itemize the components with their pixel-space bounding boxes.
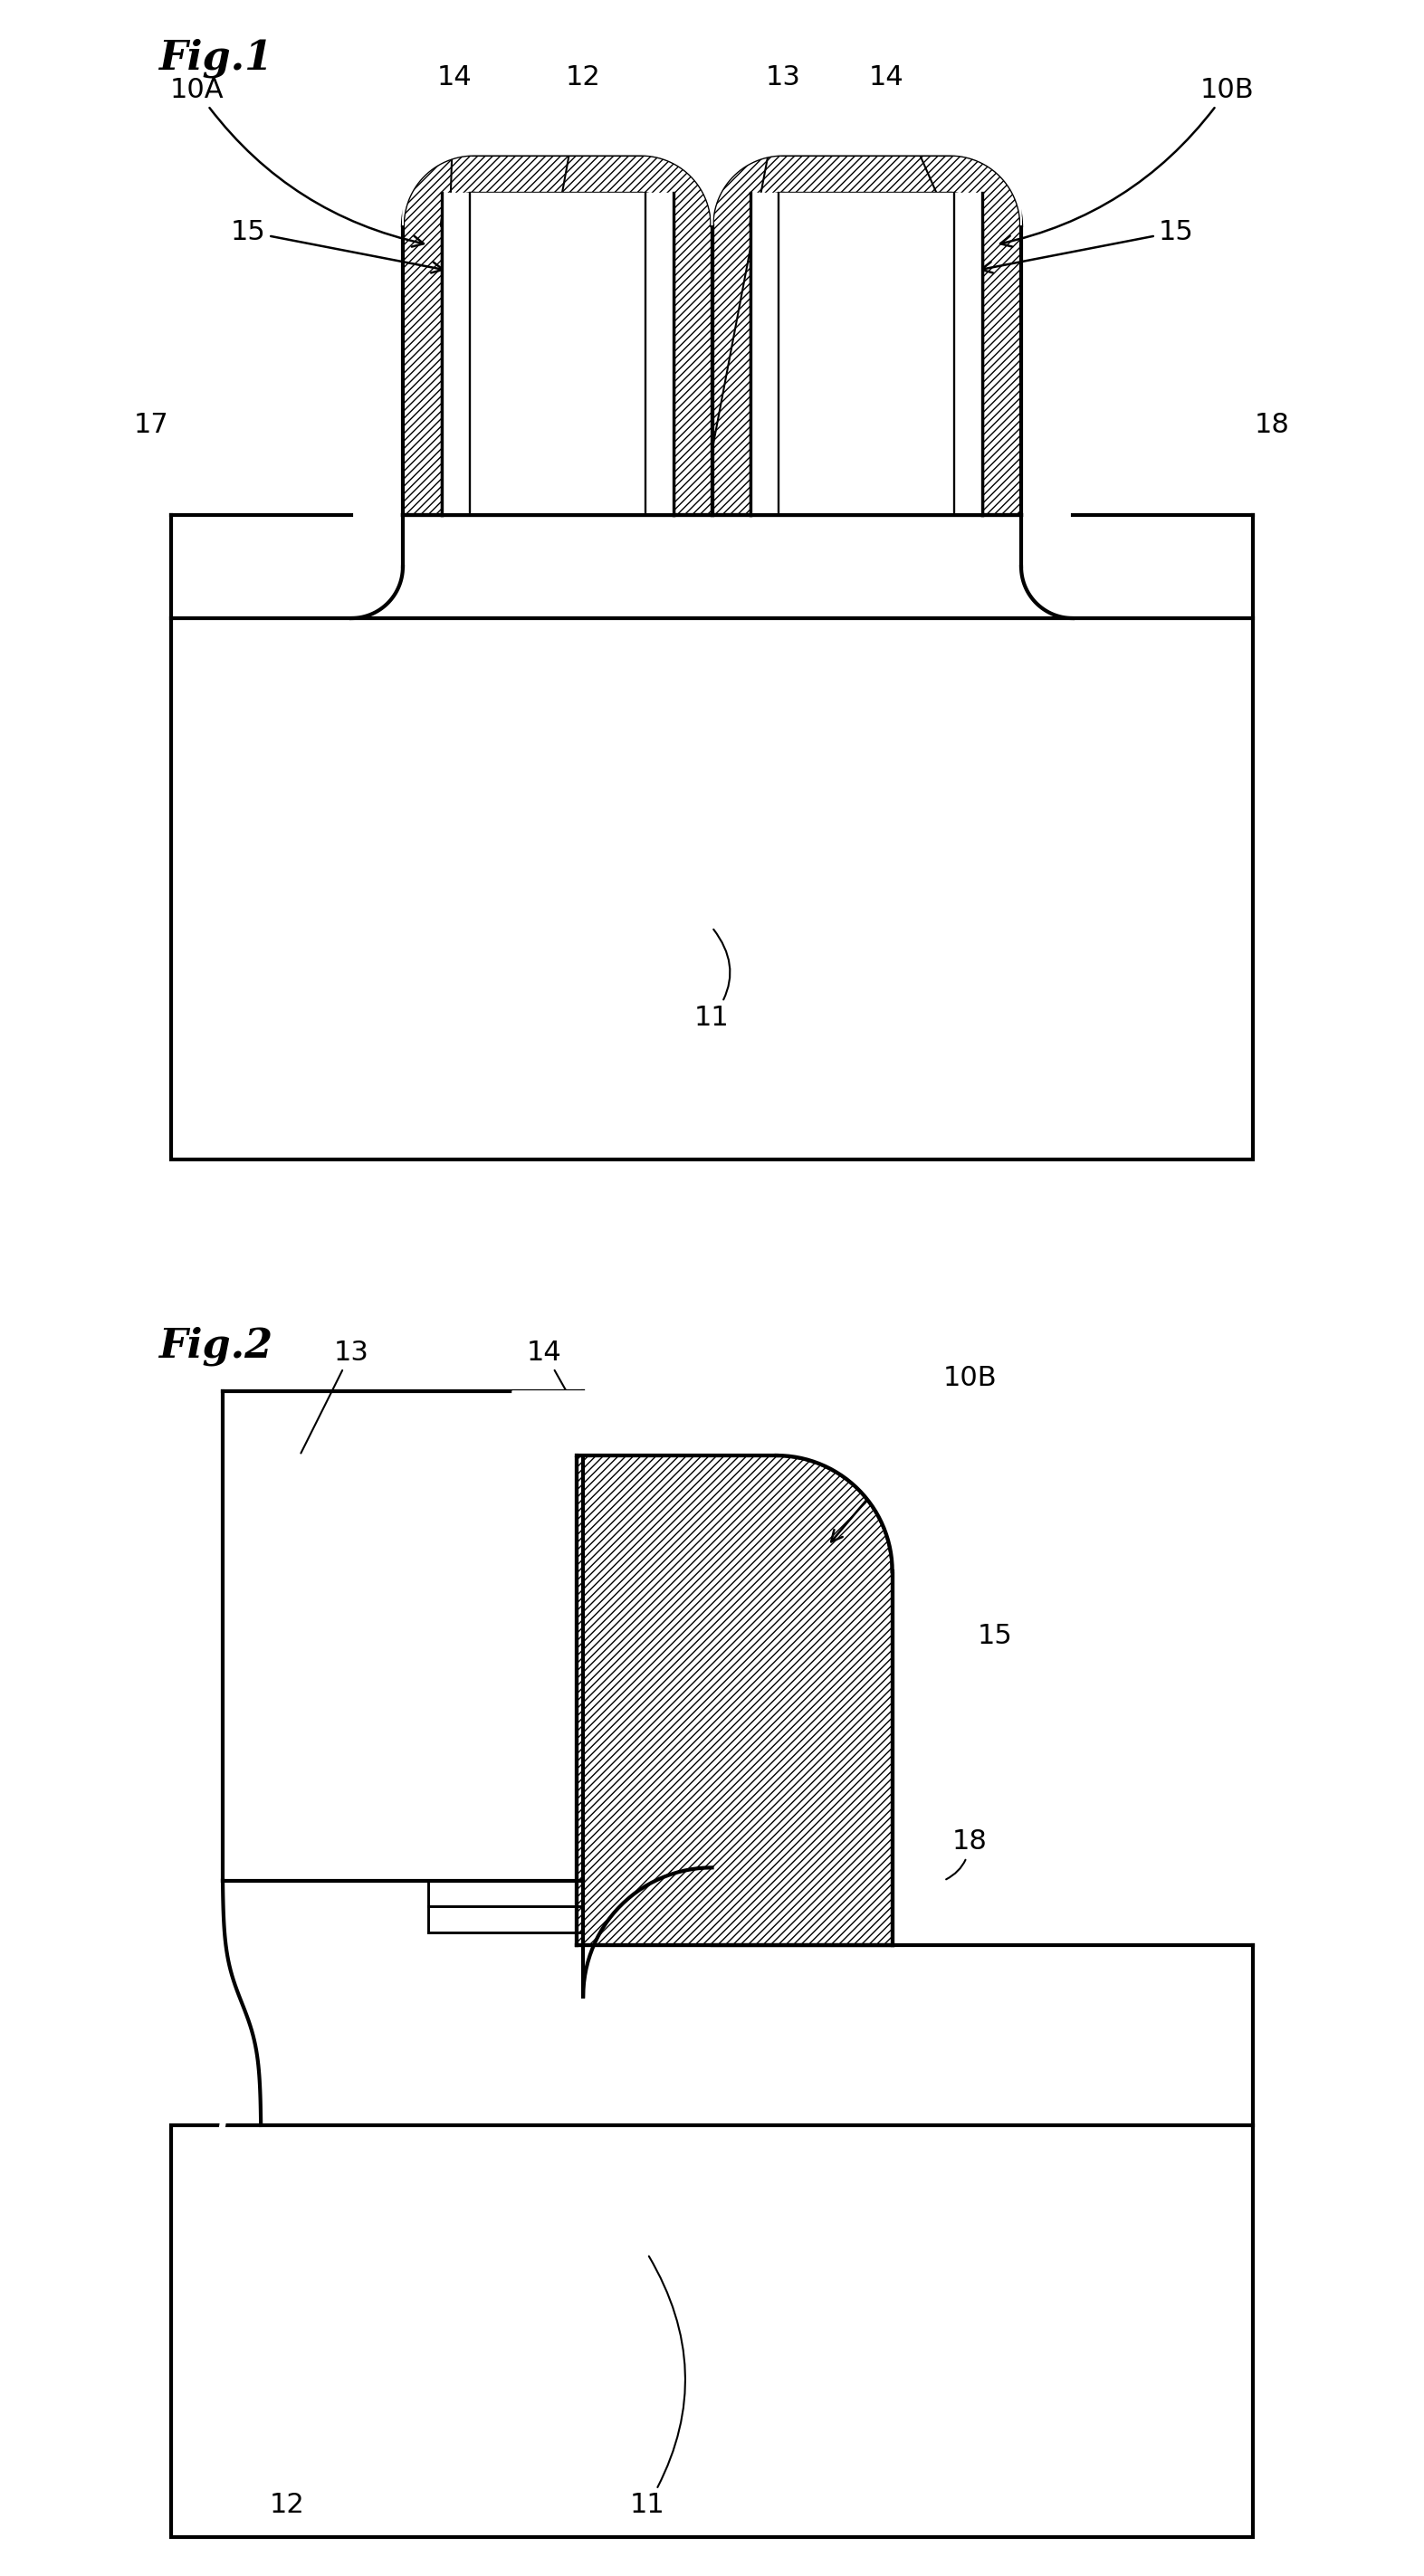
Polygon shape (441, 193, 674, 515)
Text: 14: 14 (527, 1340, 601, 1453)
Bar (403, 155, 712, 515)
Polygon shape (750, 193, 983, 515)
Text: 12: 12 (558, 64, 601, 216)
Bar (712, 155, 1021, 515)
Text: 15: 15 (978, 1623, 1012, 1649)
Bar (171, 618, 1253, 1159)
Text: 12: 12 (269, 2491, 305, 2519)
Text: 15: 15 (231, 219, 443, 273)
Text: 13: 13 (300, 1340, 369, 1453)
Text: 18: 18 (946, 1829, 987, 1880)
Text: 18: 18 (1255, 412, 1290, 438)
Text: Fig.2: Fig.2 (158, 1327, 272, 1365)
Text: 10A: 10A (169, 77, 424, 247)
Polygon shape (513, 1391, 957, 1571)
Polygon shape (403, 90, 712, 227)
Bar (171, 2125, 1253, 2537)
Text: 14: 14 (869, 64, 975, 281)
Text: 10B: 10B (832, 1365, 997, 1543)
Text: 11: 11 (629, 2257, 685, 2519)
Text: 15: 15 (981, 219, 1193, 273)
Text: 11: 11 (695, 930, 731, 1030)
Text: Fig.1: Fig.1 (158, 39, 272, 77)
Bar (577, 1455, 893, 1945)
Text: 14: 14 (437, 64, 471, 281)
Polygon shape (712, 90, 1021, 227)
Text: 17: 17 (134, 412, 169, 438)
Text: 10B: 10B (1000, 77, 1255, 247)
Text: 13: 13 (712, 64, 800, 448)
